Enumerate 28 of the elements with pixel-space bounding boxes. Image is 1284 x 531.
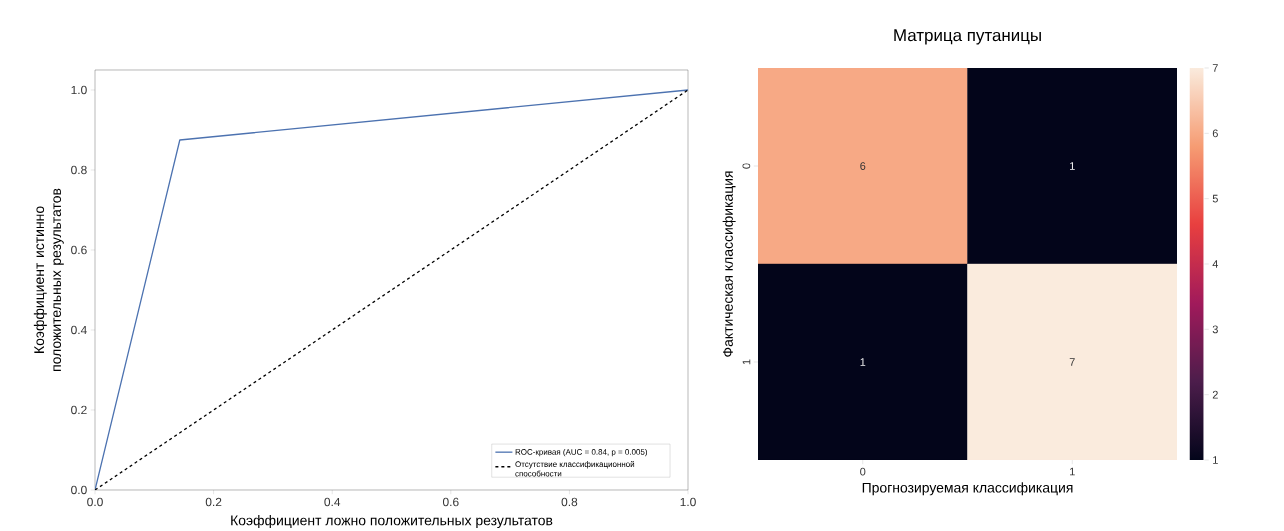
x-tick-label: 0.2 — [205, 497, 222, 507]
y-tick-label: 0.8 — [71, 165, 87, 175]
y-tick-label: 0.6 — [71, 245, 87, 255]
y-tick-label: 0.0 — [71, 485, 87, 495]
y-axis-title: Фактическая классификация — [722, 171, 736, 357]
y-axis-title: Коэффициент истинно положительных результатов — [33, 188, 64, 371]
y-tick-label: 0.2 — [71, 405, 87, 415]
x-tick-label: 1.0 — [680, 497, 696, 507]
data-label: 1 — [860, 358, 866, 366]
color-bar-label: 2 — [1212, 390, 1218, 399]
color-bar-label: 1 — [1213, 456, 1218, 464]
x-tick-label: 0.6 — [442, 497, 459, 507]
x-tick-label: 0.4 — [324, 497, 341, 507]
color-bar-label: 7 — [1212, 64, 1218, 72]
x-axis-title: Коэффициент ложно положительных результатов — [231, 514, 553, 528]
data-label: 1 — [1070, 162, 1075, 170]
x-axis-title: Прогнозируемая классификация — [862, 482, 1073, 496]
color-bar-label: 5 — [1212, 194, 1218, 203]
x-tick-label: 0.0 — [87, 497, 103, 507]
chart-title: Матрица путаницы — [894, 29, 1041, 45]
data-label: 6 — [860, 161, 866, 170]
data-label: 7 — [1069, 358, 1075, 366]
y-tick-label: 1.0 — [71, 85, 87, 95]
color-bar-label: 3 — [1212, 325, 1218, 334]
y-tick-label: 0.4 — [71, 325, 87, 335]
color-bar-label: 6 — [1212, 129, 1218, 138]
color-bar-label: 4 — [1212, 260, 1219, 268]
x-tick-label: 0.8 — [561, 497, 578, 507]
